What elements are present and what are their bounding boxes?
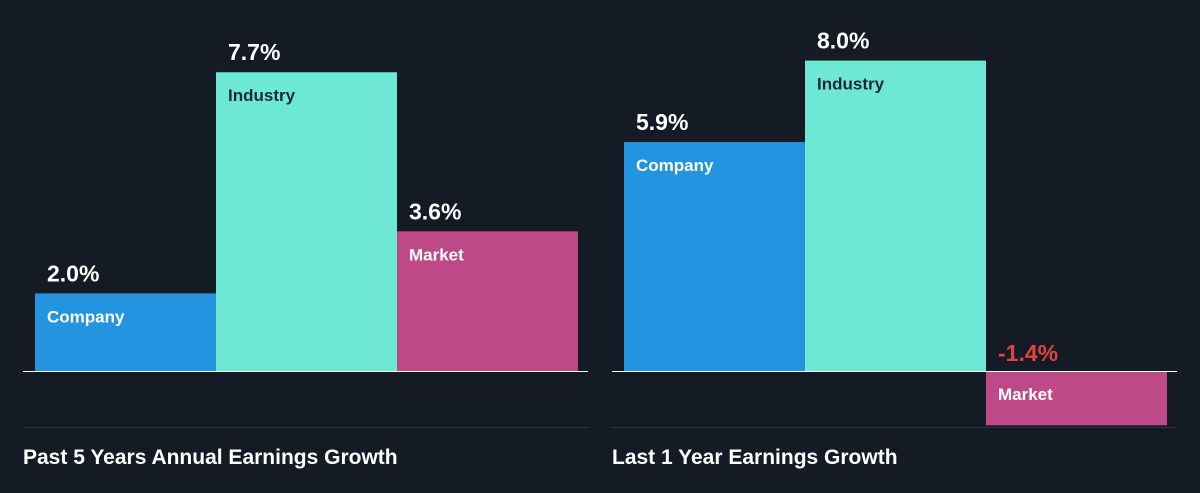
value-label-market: 3.6% (409, 198, 461, 224)
bar-industry (805, 60, 986, 371)
value-label-industry: 7.7% (228, 39, 280, 65)
category-label-market: Market (409, 245, 464, 264)
chart-panel-last-1-year: 5.9% Company 8.0% Industry -1.4% Market Last … (612, 28, 1177, 469)
bar-industry (216, 72, 397, 372)
value-label-market: -1.4% (998, 340, 1058, 366)
bar-market (397, 231, 578, 371)
category-label-company: Company (47, 307, 125, 326)
chart-title: Last 1 Year Earnings Growth (612, 446, 898, 469)
category-label-company: Company (636, 156, 714, 175)
value-label-industry: 8.0% (817, 28, 869, 54)
bars-group: 2.0% Company 7.7% Industry 3.6% Market (35, 39, 578, 372)
chart-title: Past 5 Years Annual Earnings Growth (23, 446, 398, 469)
category-label-industry: Industry (817, 75, 885, 94)
category-label-market: Market (998, 385, 1053, 404)
bar-company (35, 293, 216, 371)
bar-company (624, 142, 805, 371)
chart-panel-past-5-years: 2.0% Company 7.7% Industry 3.6% Market Past 5… (23, 39, 588, 469)
bars-group: 5.9% Company 8.0% Industry -1.4% Market (624, 28, 1167, 426)
bar-market (986, 371, 1167, 426)
value-label-company: 5.9% (636, 109, 688, 135)
value-label-company: 2.0% (47, 260, 99, 286)
category-label-industry: Industry (228, 86, 296, 105)
